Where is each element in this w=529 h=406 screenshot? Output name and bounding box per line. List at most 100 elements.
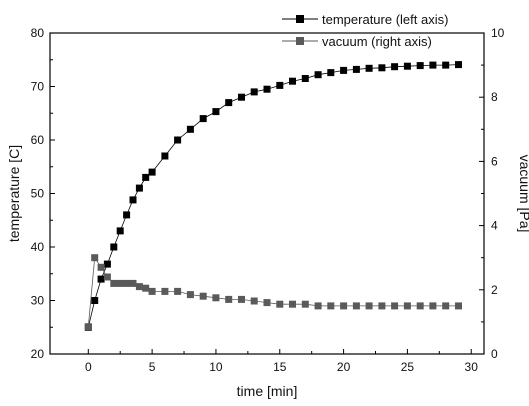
- temperature-point: [238, 93, 245, 101]
- temperature-point: [148, 168, 156, 176]
- vacuum-point: [314, 302, 322, 310]
- left-y-tick-label: 80: [31, 26, 45, 40]
- x-tick-label: 20: [337, 360, 351, 374]
- temperature-point: [263, 85, 271, 93]
- vacuum-point: [429, 302, 437, 310]
- vacuum-point: [174, 287, 182, 295]
- legend-marker: [296, 15, 304, 23]
- temperature-point: [301, 75, 309, 82]
- x-axis-title: time [min]: [237, 383, 298, 399]
- vacuum-point: [123, 279, 131, 287]
- vacuum-point: [142, 284, 150, 292]
- temperature-point: [352, 65, 360, 73]
- vacuum-point: [403, 302, 411, 310]
- temperature-point: [416, 62, 424, 70]
- series-layer: [84, 61, 462, 331]
- temperature-point: [391, 63, 399, 71]
- right-y-axis-title: vacuum [Pa]: [517, 155, 529, 233]
- vacuum-point: [84, 323, 92, 331]
- vacuum-point: [97, 263, 105, 271]
- vacuum-point: [186, 291, 194, 299]
- vacuum-point: [442, 302, 450, 310]
- x-tick-label: 0: [85, 360, 92, 374]
- vacuum-point: [250, 297, 258, 305]
- temperature-point: [314, 71, 322, 79]
- right-y-tick-label: 6: [491, 154, 498, 168]
- temperature-point: [103, 260, 111, 268]
- left-y-tick-label: 50: [31, 187, 45, 201]
- vacuum-point: [135, 283, 143, 291]
- temperature-point: [142, 173, 150, 181]
- temperature-point: [97, 275, 105, 283]
- temperature-point: [403, 62, 411, 70]
- temperature-point: [289, 77, 296, 85]
- temperature-point: [378, 64, 386, 72]
- left-y-tick-label: 60: [31, 133, 45, 147]
- temperature-point: [250, 88, 258, 96]
- vacuum-point: [340, 302, 348, 310]
- temperature-point: [174, 136, 182, 144]
- temperature-point: [91, 297, 99, 304]
- vacuum-point: [455, 302, 462, 310]
- temperature-point: [429, 61, 437, 69]
- temperature-point: [365, 64, 373, 72]
- vacuum-point: [129, 279, 137, 287]
- x-tick-label: 30: [465, 360, 479, 374]
- right-y-tick-label: 2: [491, 283, 498, 297]
- right-y-tick-label: 8: [491, 90, 498, 104]
- vacuum-point: [116, 279, 124, 287]
- left-y-axis-title: temperature [C]: [6, 145, 22, 242]
- vacuum-point: [199, 292, 207, 300]
- x-tick-label: 5: [149, 360, 156, 374]
- temperature-point: [276, 81, 284, 89]
- temperature-point: [212, 108, 220, 116]
- temperature-point: [225, 99, 233, 107]
- temperature-point: [199, 115, 207, 123]
- vacuum-point: [91, 254, 99, 262]
- vacuum-point: [103, 273, 111, 281]
- vacuum-point: [225, 295, 233, 303]
- temperature-point: [442, 61, 450, 69]
- vacuum-point: [391, 302, 399, 310]
- right-y-tick-label: 0: [491, 347, 498, 361]
- temperature-point: [186, 125, 194, 133]
- x-tick-label: 25: [401, 360, 415, 374]
- temperature-point: [135, 184, 143, 192]
- temperature-point: [116, 227, 124, 235]
- left-y-tick-label: 40: [31, 240, 45, 254]
- vacuum-point: [365, 302, 373, 310]
- vacuum-point: [301, 300, 309, 308]
- vacuum-point: [238, 295, 245, 303]
- legend-label: temperature (left axis): [322, 12, 448, 27]
- legend: temperature (left axis) vacuum (right axi…: [282, 12, 448, 49]
- x-tick-label: 15: [273, 360, 287, 374]
- left-y-tick-label: 20: [31, 347, 45, 361]
- vacuum-point: [327, 302, 335, 310]
- vacuum-point: [416, 302, 424, 310]
- legend-label: vacuum (right axis): [322, 34, 432, 49]
- left-y-tick-label: 70: [31, 80, 45, 94]
- temperature-point: [110, 243, 118, 251]
- vacuum-point: [378, 302, 386, 310]
- vacuum-point: [110, 279, 118, 287]
- temperature-point: [340, 66, 348, 74]
- series-line-vacuum: [87, 256, 459, 327]
- temperature-point: [327, 69, 335, 77]
- right-y-tick-label: 4: [491, 219, 498, 233]
- vacuum-point: [161, 287, 169, 295]
- vacuum-point: [148, 287, 156, 295]
- temperature-point: [161, 152, 169, 160]
- axis-ticks: 0 5 10 15 20 25 30 20 30 40 50 60 70 80 0 2 4 6 8 10: [31, 26, 505, 374]
- temperature-point: [455, 61, 462, 69]
- vacuum-point: [352, 302, 360, 310]
- vacuum-point: [289, 300, 296, 308]
- vacuum-point: [263, 299, 271, 307]
- temperature-point: [123, 211, 131, 219]
- vacuum-point: [212, 294, 220, 302]
- vacuum-point: [276, 300, 284, 308]
- legend-marker: [296, 37, 304, 45]
- right-y-tick-label: 10: [491, 26, 505, 40]
- left-y-tick-label: 30: [31, 294, 45, 308]
